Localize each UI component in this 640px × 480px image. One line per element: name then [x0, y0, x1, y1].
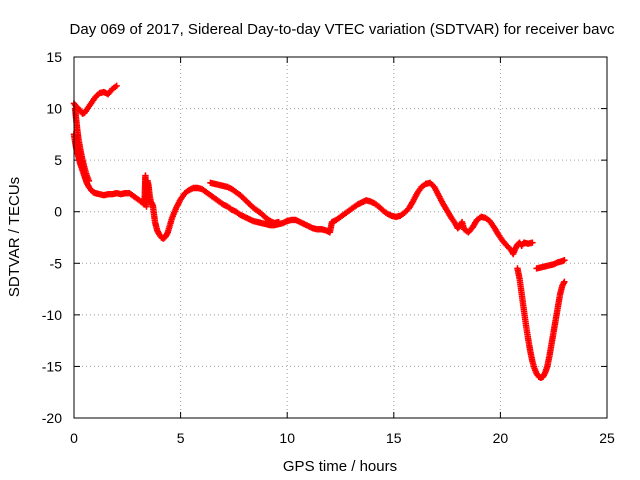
x-tick-label: 10	[279, 430, 295, 446]
y-tick-label: -20	[42, 410, 62, 426]
data-points	[70, 82, 568, 381]
y-tick-label: 10	[46, 101, 62, 117]
y-tick-label: -5	[50, 255, 63, 271]
y-tick-label: 0	[54, 204, 62, 220]
y-tick-label: -10	[42, 307, 62, 323]
plot-frame	[73, 56, 608, 419]
data-point	[85, 177, 93, 184]
x-axis-label: GPS time / hours	[283, 458, 397, 475]
data-point	[113, 82, 120, 90]
series-3	[207, 179, 282, 227]
x-tick-label: 15	[386, 430, 402, 446]
series-4	[514, 265, 568, 381]
x-tick-label: 25	[599, 430, 615, 446]
data-point	[561, 256, 568, 264]
chart-title: Day 069 of 2017, Sidereal Day-to-day VTE…	[70, 21, 615, 38]
x-tick-label: 20	[493, 430, 509, 446]
data-point	[561, 278, 568, 286]
data-point	[275, 218, 282, 226]
x-tick-label: 5	[177, 430, 185, 446]
y-ticks: 15 10 5 0 -5 -10 -15 -20	[42, 49, 607, 426]
y-axis-label: SDTVAR / TECUs	[6, 177, 23, 297]
y-tick-label: 5	[54, 152, 62, 168]
x-tick-label: 0	[70, 430, 78, 446]
series-2	[71, 105, 93, 184]
data-point	[529, 239, 536, 246]
y-tick-label: -15	[42, 358, 62, 374]
series-1	[70, 82, 120, 117]
series-0	[70, 131, 536, 258]
grid-lines	[74, 57, 607, 418]
y-tick-label: 15	[46, 49, 62, 65]
series-5	[533, 256, 568, 272]
x-ticks: 0 5 10 15 20 25	[70, 57, 615, 446]
